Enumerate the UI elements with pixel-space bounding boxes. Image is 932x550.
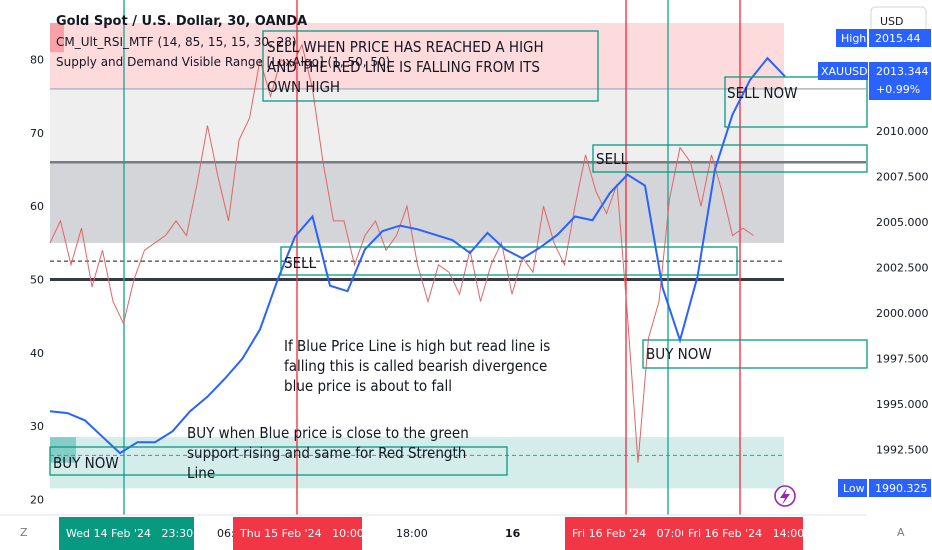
- price-tick-1997.500: 1997.500: [876, 353, 929, 366]
- price-badge-value-bg: [869, 62, 931, 100]
- time-badge-7-bg: [683, 517, 803, 550]
- price-tick-2010.000: 2010.000: [876, 125, 929, 138]
- note-sell-right: SELL: [596, 150, 629, 168]
- note-buy-3: Line: [187, 464, 215, 482]
- note-divergence-1: If Blue Price Line is high but read line…: [284, 337, 550, 355]
- band-dark: [50, 162, 784, 243]
- low-badge-value: 1990.325: [875, 482, 928, 495]
- note-buy-2: support rising and same for Red Strength: [187, 444, 466, 462]
- time-badge-6-bg: [565, 517, 683, 550]
- price-tick-1992.500: 1992.500: [876, 444, 929, 457]
- box-buy-now-left: [49, 446, 508, 476]
- band-upper: [50, 22, 784, 89]
- symbol-title: Gold Spot / U.S. Dollar, 30, OANDA: [56, 14, 307, 29]
- time-label-5: 16: [505, 527, 521, 540]
- rsi-bands: [50, 22, 784, 489]
- band-lower-marker: [50, 437, 76, 463]
- box-buy-now-right: [642, 339, 868, 369]
- time-badge-3-bg: [233, 517, 362, 550]
- band-lower: [50, 437, 784, 489]
- price-tick-1995.000: 1995.000: [876, 398, 929, 411]
- low-badge-label: Low: [843, 482, 865, 495]
- band-mid: [50, 88, 784, 243]
- time-badge-7: Fri 16 Feb '24 14:00: [688, 527, 804, 540]
- note-sell-top-1: SELL WHEN PRICE HAS REACHED A HIGH: [267, 38, 544, 56]
- time-label-4: 18:00: [396, 527, 428, 540]
- price-badge-symbol-bg: [818, 62, 868, 80]
- price-tick-2007.500: 2007.500: [876, 171, 929, 184]
- band-upper-marker: [50, 22, 64, 53]
- rsi-tick-80: 80: [30, 54, 44, 67]
- time-label-2: 06:: [217, 527, 235, 540]
- rsi-tick-20: 20: [30, 493, 44, 506]
- note-sell-now: SELL NOW: [727, 84, 797, 102]
- time-badge-1: Wed 14 Feb '24 23:30: [66, 527, 193, 540]
- rsi-series-line: [49, 43, 754, 463]
- note-sell-top-3: OWN HIGH: [267, 78, 340, 96]
- low-badge-value-bg: [869, 479, 931, 497]
- box-sell-right: [592, 144, 868, 173]
- lightning-icon[interactable]: [774, 485, 796, 507]
- corner-left-button[interactable]: Z: [20, 526, 28, 539]
- price-axis: 1992.500 1995.000 1997.500 2000.000 2002.500…: [876, 125, 929, 457]
- box-sell-now: [724, 76, 868, 128]
- time-badge-1-bg: [59, 517, 194, 550]
- price-badge-change: +0.99%: [876, 83, 920, 96]
- note-sell-mid: SELL: [284, 254, 317, 272]
- price-tick-2002.500: 2002.500: [876, 262, 929, 275]
- indicator-legend-rsi: CM_Ult_RSI_MTF (14, 85, 15, 15, 30, 28): [56, 35, 297, 49]
- rsi-tick-50: 50: [30, 274, 44, 287]
- high-badge-label-bg: [836, 29, 867, 47]
- note-buy-now-left: BUY NOW: [53, 454, 119, 472]
- time-badge-6: Fri 16 Feb '24 07:00: [572, 527, 688, 540]
- price-series-line: [49, 56, 786, 455]
- price-tick-2000.000: 2000.000: [876, 307, 929, 320]
- price-tick-2005.000: 2005.000: [876, 216, 929, 229]
- rsi-tick-70: 70: [30, 127, 44, 140]
- note-sell-top-2: AND THE RED LINE IS FALLING FROM ITS: [267, 58, 540, 76]
- rsi-tick-60: 60: [30, 200, 44, 213]
- box-sell-top: [262, 30, 599, 102]
- note-divergence-2: falling this is called bearish divergenc…: [284, 357, 547, 375]
- note-buy-1: BUY when Blue price is close to the gree…: [187, 424, 469, 442]
- low-badge-label-bg: [838, 479, 867, 497]
- high-badge-value: 2015.44: [875, 32, 921, 45]
- high-badge-value-bg: [869, 29, 931, 47]
- rsi-tick-30: 30: [30, 420, 44, 433]
- time-badge-3: Thu 15 Feb '24 10:00: [239, 527, 364, 540]
- box-sell-mid: [280, 246, 738, 276]
- note-buy-now-right: BUY NOW: [646, 345, 712, 363]
- corner-right-button[interactable]: A: [897, 526, 905, 539]
- price-badge-value: 2013.344: [876, 65, 929, 78]
- price-badge-symbol: XAUUSD: [821, 65, 868, 78]
- indicator-legend-sd: Supply and Demand Visible Range [LuxAlgo…: [56, 55, 390, 69]
- note-divergence-3: blue price is about to fall: [284, 377, 452, 395]
- currency-button-label: USD: [880, 15, 904, 28]
- high-badge-label: High: [841, 32, 866, 45]
- rsi-tick-40: 40: [30, 347, 44, 360]
- rsi-axis: 20 30 40 50 60 70 80: [30, 54, 44, 507]
